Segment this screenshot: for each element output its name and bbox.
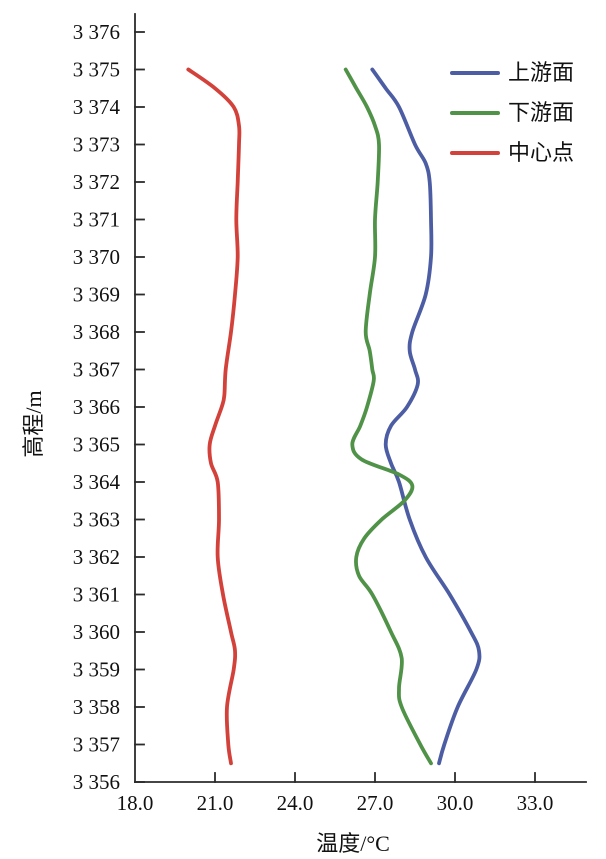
legend-label: 中心点: [508, 140, 575, 165]
y-tick-label: 3 371: [73, 208, 120, 232]
y-tick-label: 3 361: [73, 583, 120, 607]
legend-line-icon: [450, 111, 500, 115]
y-tick-label: 3 370: [73, 245, 120, 269]
legend-label: 下游面: [508, 100, 575, 125]
legend-item-downstream-face: 下游面: [450, 93, 574, 133]
legend-line-icon: [450, 151, 500, 155]
axes: [134, 13, 587, 783]
series-line-1: [343, 67, 433, 766]
y-tick-label: 3 373: [73, 133, 120, 157]
y-tick-label: 3 366: [73, 395, 120, 419]
y-tick-label: 3 368: [73, 320, 120, 344]
legend-item-upstream-face: 上游面: [450, 53, 574, 93]
y-tick-label: 3 360: [73, 620, 120, 644]
series-lines: [186, 67, 482, 766]
series-line-0: [370, 67, 482, 766]
series-line-2: [186, 67, 242, 766]
x-tick-label: 21.0: [197, 791, 234, 815]
y-tick-label: 3 374: [73, 95, 121, 119]
y-tick-label: 3 364: [73, 470, 121, 494]
x-tick-label: 18.0: [117, 791, 154, 815]
y-tick-label: 3 369: [73, 283, 120, 307]
legend-item-center-point: 中心点: [450, 133, 574, 173]
y-axis-title: 高程/m: [21, 390, 46, 457]
legend: 上游面 下游面 中心点: [450, 53, 574, 173]
x-tick-label: 27.0: [357, 791, 394, 815]
y-tick-label: 3 365: [73, 433, 120, 457]
legend-line-icon: [450, 71, 500, 75]
y-tick-label: 3 367: [73, 358, 120, 382]
y-tick-label: 3 356: [73, 770, 120, 794]
y-tick-label: 3 359: [73, 658, 120, 682]
y-tick-label: 3 362: [73, 545, 120, 569]
y-tick-label: 3 376: [73, 20, 120, 44]
legend-label: 上游面: [508, 60, 575, 85]
y-tick-label: 3 375: [73, 58, 120, 82]
y-tick-label: 3 363: [73, 508, 120, 532]
axis-ticks: 3 356 3 357 3 358 3 359 3 360 3 361 3 362 3 363…: [73, 20, 554, 815]
y-tick-label: 3 357: [73, 733, 120, 757]
y-tick-label: 3 358: [73, 695, 120, 719]
x-axis-title: 温度/°C: [316, 831, 390, 856]
x-tick-label: 30.0: [437, 791, 474, 815]
y-tick-label: 3 372: [73, 170, 120, 194]
x-tick-label: 33.0: [517, 791, 554, 815]
x-tick-label: 24.0: [277, 791, 314, 815]
